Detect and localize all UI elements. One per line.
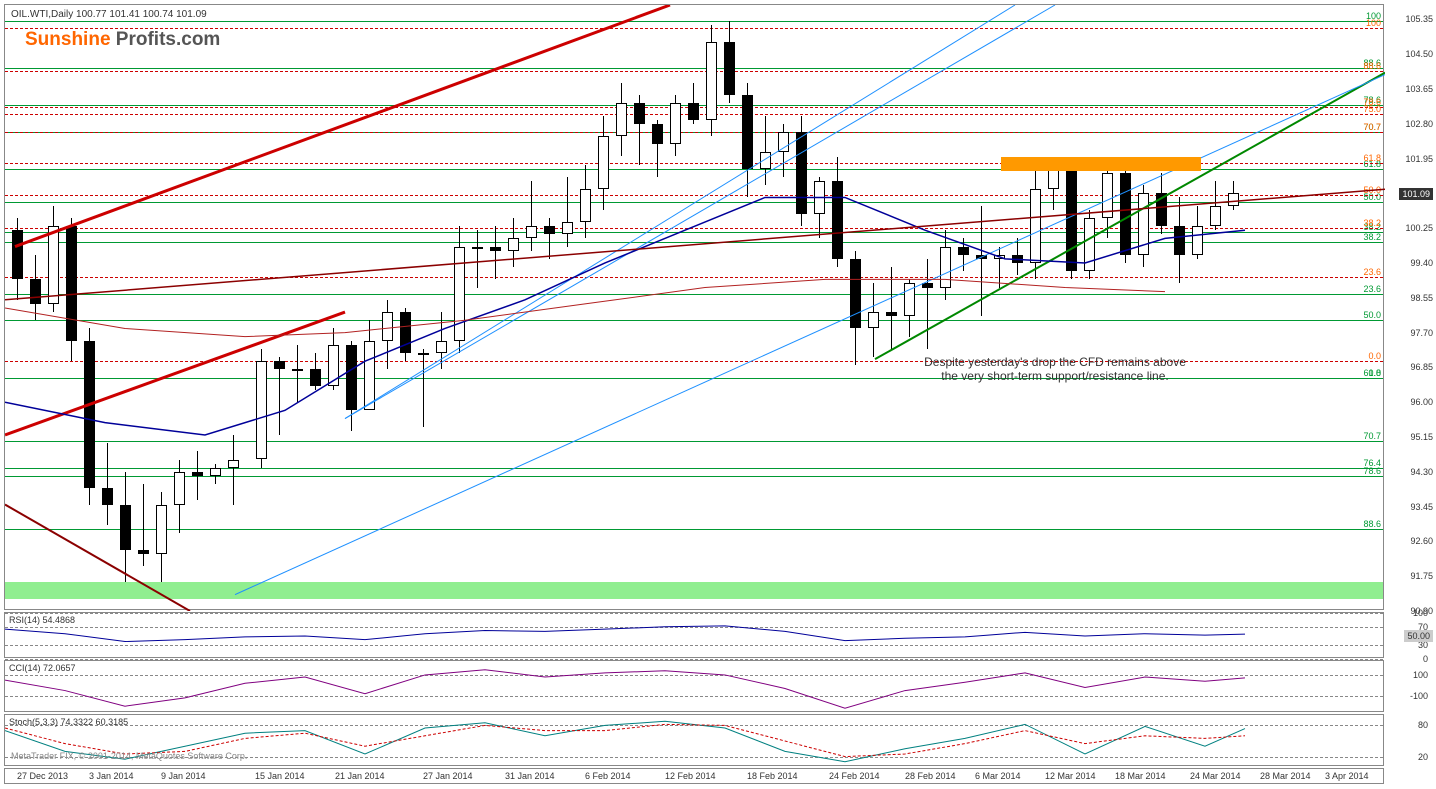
candle xyxy=(29,5,42,609)
candle xyxy=(687,5,700,609)
candle xyxy=(849,5,862,609)
candle xyxy=(993,5,1006,609)
candle xyxy=(525,5,538,609)
candle xyxy=(11,5,24,609)
candle xyxy=(453,5,466,609)
candle xyxy=(813,5,826,609)
candle xyxy=(1047,5,1060,609)
candle xyxy=(939,5,952,609)
candle xyxy=(1191,5,1204,609)
candle xyxy=(885,5,898,609)
candle xyxy=(417,5,430,609)
candle xyxy=(1011,5,1024,609)
candle xyxy=(1101,5,1114,609)
chart-title: OIL.WTI,Daily 100.77 101.41 100.74 101.0… xyxy=(11,9,207,20)
candle xyxy=(579,5,592,609)
candle xyxy=(597,5,610,609)
candle xyxy=(1137,5,1150,609)
chart-annotation: Despite yesterday's drop the CFD remains… xyxy=(875,355,1235,383)
candle xyxy=(633,5,646,609)
candle xyxy=(137,5,150,609)
main-price-chart[interactable]: OIL.WTI,Daily 100.77 101.41 100.74 101.0… xyxy=(4,4,1384,610)
candle xyxy=(1209,5,1222,609)
candle xyxy=(669,5,682,609)
candle xyxy=(1119,5,1132,609)
cci-title: CCI(14) 72.0657 xyxy=(9,663,76,673)
rsi-line xyxy=(5,613,1385,659)
price-axis: 105.35104.50103.65102.80101.95101.10100.… xyxy=(1385,5,1433,609)
candle xyxy=(173,5,186,609)
candle xyxy=(777,5,790,609)
candle xyxy=(705,5,718,609)
candle xyxy=(1227,5,1240,609)
candle xyxy=(273,5,286,609)
candle xyxy=(1083,5,1096,609)
current-price-label: 101.09 xyxy=(1399,188,1433,200)
candle xyxy=(291,5,304,609)
candle xyxy=(309,5,322,609)
date-axis: 27 Dec 20133 Jan 20149 Jan 201415 Jan 20… xyxy=(4,768,1384,784)
candle xyxy=(399,5,412,609)
candle xyxy=(209,5,222,609)
candle xyxy=(435,5,448,609)
candle xyxy=(489,5,502,609)
resistance-zone xyxy=(1001,157,1201,171)
candle xyxy=(741,5,754,609)
candle xyxy=(381,5,394,609)
candle xyxy=(957,5,970,609)
stoch-indicator[interactable]: Stoch(5,3,3) 74.3322 60.3185 MetaTrader … xyxy=(4,714,1384,766)
cci-line xyxy=(5,661,1385,713)
candle xyxy=(795,5,808,609)
candle xyxy=(191,5,204,609)
candle xyxy=(227,5,240,609)
candle xyxy=(723,5,736,609)
candle xyxy=(65,5,78,609)
candle xyxy=(363,5,376,609)
support-zone xyxy=(5,582,1383,598)
candle xyxy=(471,5,484,609)
candle xyxy=(155,5,168,609)
candle xyxy=(345,5,358,609)
candle xyxy=(83,5,96,609)
candle xyxy=(507,5,520,609)
candle xyxy=(921,5,934,609)
rsi-indicator[interactable]: RSI(14) 54.4868 0307010050.00 xyxy=(4,612,1384,658)
candle xyxy=(1029,5,1042,609)
candle xyxy=(651,5,664,609)
candle xyxy=(327,5,340,609)
copyright-text: MetaTrader FIX, © 2001-2014, MetaQuotes … xyxy=(11,751,247,761)
candle xyxy=(119,5,132,609)
candle xyxy=(101,5,114,609)
candle xyxy=(831,5,844,609)
candle xyxy=(47,5,60,609)
candle xyxy=(975,5,988,609)
candle xyxy=(1173,5,1186,609)
candle xyxy=(561,5,574,609)
candle xyxy=(759,5,772,609)
candle xyxy=(867,5,880,609)
rsi-title: RSI(14) 54.4868 xyxy=(9,615,75,625)
candle xyxy=(543,5,556,609)
candle xyxy=(903,5,916,609)
candle xyxy=(1155,5,1168,609)
stoch-title: Stoch(5,3,3) 74.3322 60.3185 xyxy=(9,717,128,727)
candle xyxy=(1065,5,1078,609)
candle xyxy=(255,5,268,609)
watermark-logo: Sunshine Profits.com xyxy=(25,29,220,51)
candle xyxy=(615,5,628,609)
cci-indicator[interactable]: CCI(14) 72.0657 -100100 xyxy=(4,660,1384,712)
